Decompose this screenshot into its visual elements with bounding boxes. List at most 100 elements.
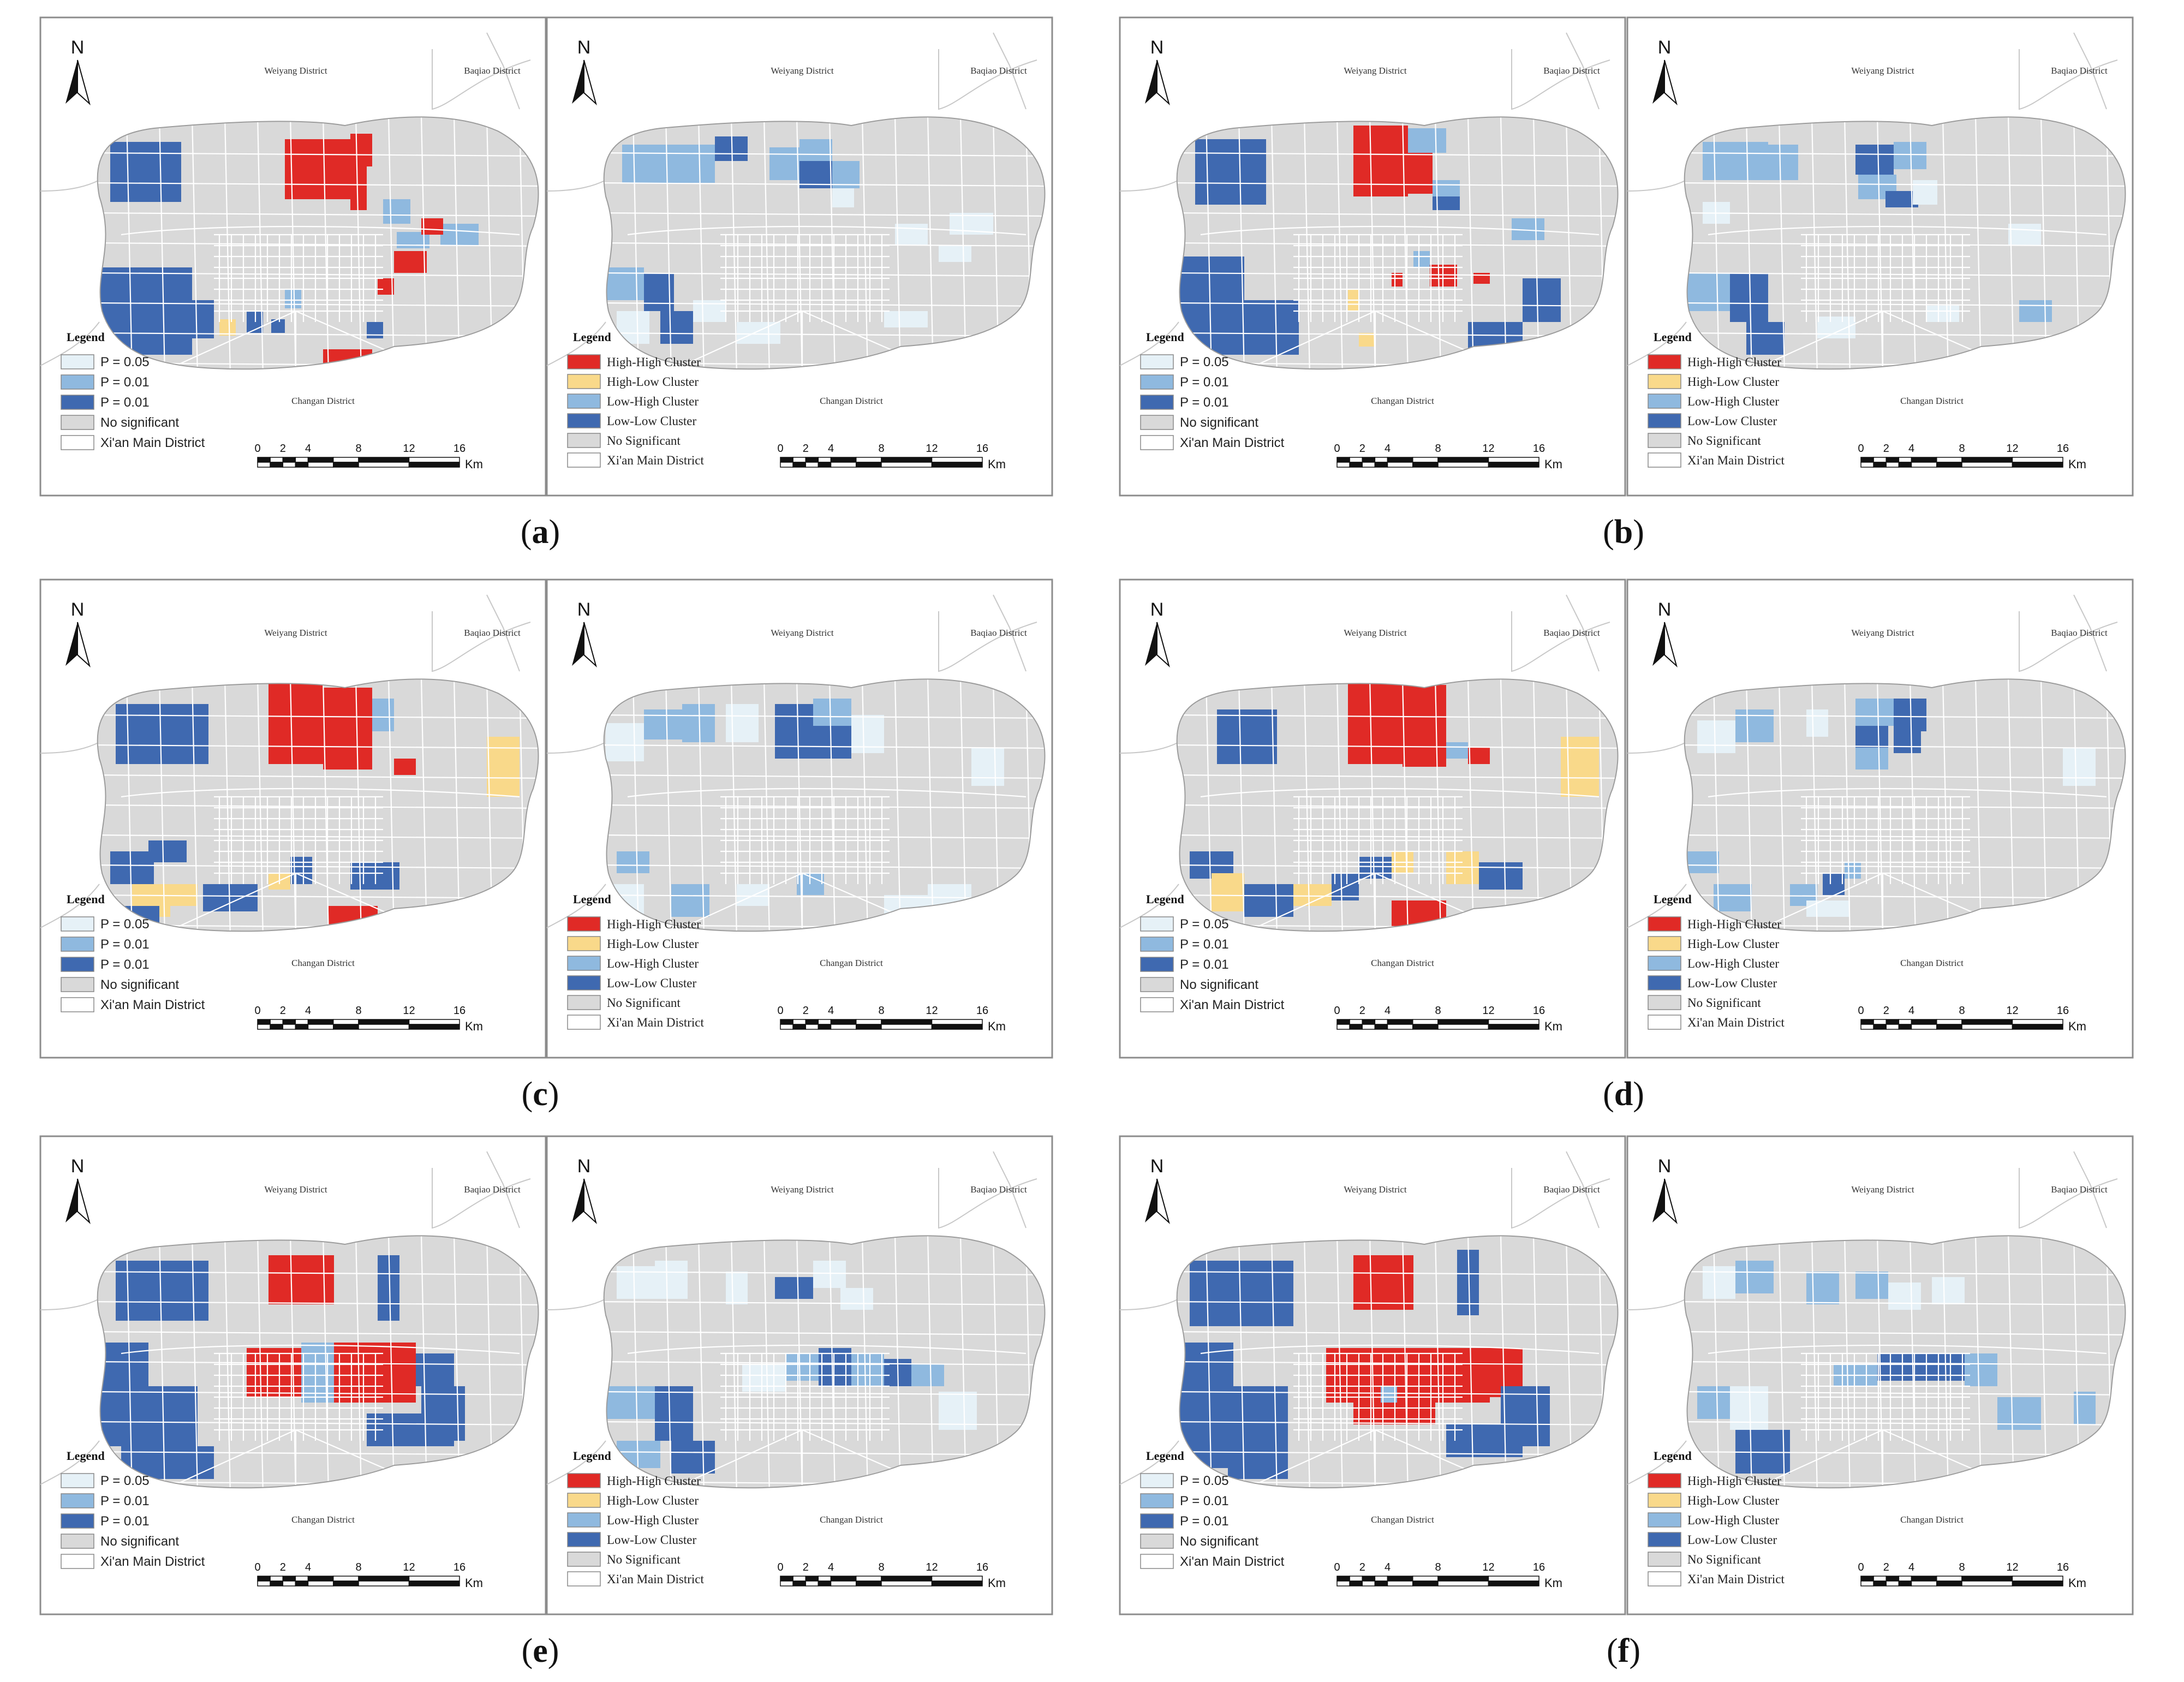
cluster-cell	[301, 1343, 334, 1403]
scale-segment	[805, 457, 819, 463]
legend-title: Legend	[1146, 892, 1184, 906]
subfigure-label: (f)	[1607, 1632, 1640, 1669]
changan-label: Changan District	[820, 1514, 883, 1525]
map-panel-b-sig: N Weiyang District Baqiao District Changan …	[1119, 16, 1626, 497]
legend-swatch	[567, 374, 601, 389]
scale-segment	[282, 1576, 296, 1582]
north-label: N	[71, 37, 85, 58]
surrounding-boundaries	[1627, 32, 2118, 366]
scale-tick-label: 12	[1482, 1561, 1494, 1573]
legend-label: High-High Cluster	[607, 355, 701, 369]
legend-title: Legend	[573, 1449, 611, 1463]
legend-swatch	[1648, 393, 1681, 409]
legend-swatch	[1140, 916, 1174, 932]
legend-label: P = 0.01	[1180, 375, 1229, 390]
scale-segment	[1412, 1019, 1439, 1025]
changan-label: Changan District	[291, 958, 355, 968]
scale-segment	[1362, 1576, 1376, 1582]
legend-label: Xi'an Main District	[100, 998, 205, 1012]
scale-segment	[817, 457, 832, 463]
scale-unit: Km	[465, 1019, 483, 1033]
cluster-cell	[1348, 682, 1403, 764]
scale-segment	[1412, 1580, 1439, 1586]
street-grid	[1684, 679, 2126, 932]
legend-label: No Significant	[607, 996, 681, 1010]
legend-label: Low-Low Cluster	[607, 976, 697, 990]
scale-segment	[1349, 457, 1363, 463]
scale-segment	[282, 457, 296, 463]
scale-segment	[931, 1576, 983, 1582]
scale-segment	[1336, 457, 1350, 463]
scale-tick-label: 12	[403, 1561, 415, 1573]
cluster-cell	[378, 1255, 399, 1321]
cluster-cell	[1190, 1261, 1293, 1326]
map-panel-c-sig: N Weiyang District Baqiao District Changan …	[39, 578, 547, 1059]
legend-swatch	[1648, 1493, 1681, 1508]
legend-label: No Significant	[1687, 1553, 1761, 1566]
baqiao-label: Baqiao District	[2051, 65, 2108, 76]
scale-tick-label: 0	[1858, 443, 1864, 455]
map-svg: N Weiyang District Baqiao District Changan …	[39, 578, 547, 1059]
scale-segment	[307, 1024, 334, 1030]
scale-tick-label: 12	[2006, 1561, 2018, 1573]
legend-label: P = 0.01	[100, 375, 150, 390]
legend-swatch	[61, 937, 94, 952]
cluster-cell	[350, 134, 372, 166]
scale-segment	[1873, 1024, 1887, 1030]
cluster-cell	[1212, 873, 1244, 911]
legend-label: P = 0.01	[1180, 395, 1229, 410]
changan-label: Changan District	[1371, 396, 1434, 406]
scale-segment	[408, 462, 460, 468]
scale-tick-label: 8	[355, 1561, 361, 1573]
scale-segment	[408, 1580, 460, 1586]
scale-segment	[358, 457, 410, 463]
legend-swatch	[61, 415, 94, 430]
district-cells	[604, 1236, 1045, 1488]
scale-segment	[1387, 1019, 1413, 1025]
cluster-cell	[682, 145, 715, 183]
legend-title: Legend	[67, 1449, 105, 1463]
cluster-cell	[769, 147, 799, 180]
legend-swatch	[567, 354, 601, 369]
scale-segment	[333, 1576, 359, 1582]
legend-label: P = 0.05	[100, 917, 150, 932]
scale-segment	[805, 1580, 819, 1586]
scale-segment	[282, 1024, 296, 1030]
legend-swatch	[1648, 413, 1681, 428]
scale-tick-label: 2	[1359, 1005, 1365, 1017]
legend-swatch	[1140, 1534, 1174, 1549]
legend-swatch	[1140, 1473, 1174, 1488]
subfigure-label: (d)	[1603, 1076, 1644, 1113]
scale-segment	[1437, 457, 1489, 463]
scale-tick-label: 2	[1883, 1005, 1889, 1017]
legend-swatch	[1648, 433, 1681, 448]
cluster-cell	[1408, 128, 1446, 153]
legend-label: Xi'an Main District	[1180, 1554, 1285, 1569]
scale-tick-label: 16	[976, 443, 988, 455]
cluster-cell	[1913, 180, 1937, 205]
district-cells	[1684, 679, 2126, 932]
cluster-cell	[1523, 278, 1561, 322]
cluster-cell	[440, 224, 479, 246]
scale-segment	[1961, 1019, 2013, 1025]
legend-label: P = 0.01	[100, 395, 150, 410]
cluster-cell	[1686, 851, 1719, 873]
legend-title: Legend	[573, 892, 611, 906]
scale-segment	[1374, 1580, 1388, 1586]
scale-segment	[1911, 1576, 1937, 1582]
scale-tick-label: 16	[453, 443, 466, 455]
map-svg: N Weiyang District Baqiao District Changan …	[546, 1135, 1053, 1615]
legend-title: Legend	[1654, 892, 1692, 906]
scale-segment	[1885, 1576, 1900, 1582]
scale-segment	[1488, 1580, 1539, 1586]
cluster-cell	[1746, 322, 1785, 355]
cluster-cell	[378, 278, 394, 295]
scale-tick-label: 0	[254, 1005, 260, 1017]
legend-swatch	[1140, 1513, 1174, 1529]
legend-swatch	[567, 995, 601, 1010]
scale-unit: Km	[988, 1019, 1006, 1033]
scale-segment	[1374, 457, 1388, 463]
cluster-cell	[487, 737, 520, 797]
scale-unit: Km	[1544, 457, 1562, 471]
legend-title: Legend	[67, 330, 105, 344]
